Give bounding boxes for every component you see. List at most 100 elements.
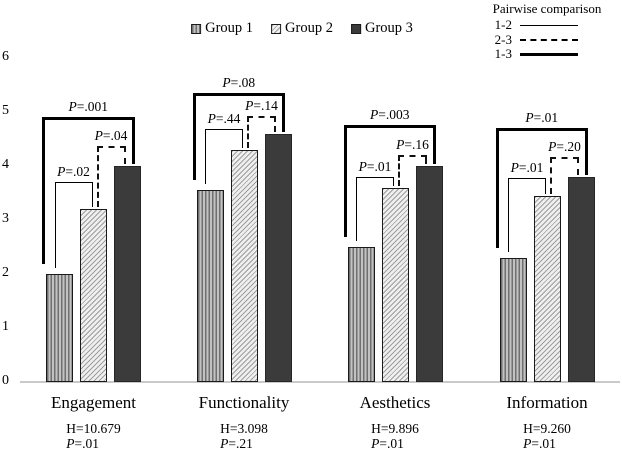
- bracket-engagement-1-2-left-leg: [54, 182, 56, 268]
- category-label-information: Information: [506, 393, 588, 412]
- group-legend: Group 1 Group 2 Group 3: [191, 20, 413, 37]
- legend-item-group-3: Group 3: [350, 20, 413, 37]
- bracket-engagement-1-3-right-leg: [131, 117, 135, 164]
- bracket-aesthetics-1-2-left-leg: [356, 176, 357, 241]
- y-axis-tick-label: 2: [2, 265, 9, 280]
- bracket-engagement-2-3-line: [96, 146, 126, 149]
- pairwise-comparison-legend: Pairwise comparison 1-2 2-3 1-3: [478, 1, 616, 62]
- bar-functionality-group-1: [196, 190, 224, 382]
- bracket-information-1-2-right-leg: [545, 177, 546, 194]
- bar-aesthetics-group-3: [415, 166, 443, 382]
- pairwise-legend-title: Pairwise comparison: [492, 1, 602, 16]
- legend-swatch-diagonal-hatch-icon: [271, 23, 282, 34]
- bracket-information-2-3-left-leg: [550, 156, 552, 194]
- bracket-engagement-1-3-left-leg: [42, 117, 45, 264]
- bracket-aesthetics-1-3-line: [343, 124, 436, 128]
- bracket-engagement-2-3-p-value: P=.04: [94, 128, 128, 144]
- pairwise-pair-label: 2-3: [494, 31, 512, 47]
- bracket-engagement-1-3-p-value: P=.001: [68, 99, 109, 115]
- pairwise-thin-solid-line-icon: [520, 24, 578, 26]
- legend-label: Group 3: [364, 20, 413, 36]
- y-axis-tick-label: 5: [2, 103, 9, 118]
- category-label-engagement: Engagement: [51, 393, 136, 412]
- legend-swatch-vertical-stripes-icon: [191, 23, 202, 34]
- y-axis-tick-label: 6: [2, 49, 9, 64]
- category-label-functionality: Functionality: [198, 393, 290, 412]
- legend-item-group-1: Group 1: [191, 20, 253, 37]
- bracket-engagement-1-2-line: [54, 182, 93, 184]
- pairwise-pair-label: 1-3: [494, 46, 512, 61]
- bracket-aesthetics-1-2-right-leg: [393, 176, 394, 186]
- category-stats-functionality: H=3.098 P=.21: [220, 421, 268, 451]
- x-axis-line: [20, 381, 620, 383]
- bracket-information-2-3-right-leg: [577, 156, 579, 175]
- bracket-functionality-1-2-p-value: P=.44: [207, 110, 241, 126]
- legend-swatch-solid-dark-icon: [350, 23, 361, 34]
- bracket-functionality-2-3-line: [247, 115, 276, 118]
- bracket-functionality-1-3-line: [192, 93, 285, 97]
- bracket-engagement-1-3-line: [42, 117, 135, 121]
- pairwise-dashed-line-icon: [520, 38, 578, 41]
- bracket-aesthetics-1-3-p-value: P=.003: [370, 106, 410, 122]
- bracket-aesthetics-1-3-right-leg: [433, 124, 436, 164]
- bracket-information-1-3-p-value: P=.01: [525, 110, 559, 126]
- legend-item-group-2: Group 2: [271, 20, 333, 37]
- pairwise-row-1-3: 1-3: [478, 46, 616, 61]
- h-statistic: H=3.098: [220, 421, 268, 436]
- h-statistic: H=10.679: [66, 421, 121, 436]
- bracket-information-2-3-p-value: P=.20: [548, 138, 581, 154]
- bar-engagement-group-1: [46, 274, 73, 382]
- y-axis-tick-label: 1: [2, 319, 9, 334]
- bar-information-group-2: [533, 195, 561, 382]
- category-stats-information: H=9.260 P=.01: [523, 421, 571, 451]
- pairwise-legend-rows: 1-2 2-3 1-3: [478, 17, 616, 61]
- p-statistic: P=.21: [220, 436, 253, 451]
- bar-engagement-group-2: [80, 209, 107, 382]
- bracket-functionality-1-3-p-value: P=.08: [222, 75, 256, 91]
- category-stats-engagement: H=10.679 P=.01: [66, 421, 121, 451]
- legend-label: Group 2: [285, 20, 333, 36]
- bracket-functionality-1-2-right-leg: [242, 128, 243, 148]
- bracket-functionality-2-3-p-value: P=.14: [245, 97, 278, 113]
- legend-label: Group 1: [205, 20, 254, 36]
- bracket-information-1-2-p-value: P=.01: [510, 159, 544, 175]
- p-statistic: P=.01: [371, 436, 404, 451]
- bracket-engagement-1-2-right-leg: [91, 182, 93, 208]
- h-statistic: H=9.896: [371, 421, 419, 436]
- bracket-functionality-2-3-left-leg: [247, 115, 249, 148]
- bracket-information-1-3-left-leg: [495, 128, 499, 248]
- bracket-aesthetics-2-3-right-leg: [425, 155, 427, 164]
- bracket-functionality-2-3-right-leg: [274, 115, 276, 132]
- pairwise-row-2-3: 2-3: [478, 31, 616, 47]
- bracket-aesthetics-2-3-p-value: P=.16: [396, 137, 429, 153]
- pairwise-row-1-2: 1-2: [478, 17, 616, 32]
- bracket-aesthetics-1-2-line: [356, 176, 394, 178]
- bar-information-group-1: [499, 257, 527, 382]
- bracket-engagement-2-3-left-leg: [96, 146, 99, 208]
- y-axis-tick-label: 3: [2, 211, 9, 226]
- y-axis-tick-label: 4: [2, 157, 9, 172]
- bracket-aesthetics-1-3-left-leg: [343, 124, 347, 237]
- bracket-engagement-1-2-p-value: P=.02: [57, 164, 90, 180]
- bracket-functionality-1-2-line: [205, 128, 243, 130]
- bracket-functionality-1-3-right-leg: [282, 93, 285, 132]
- bracket-information-1-3-right-leg: [585, 128, 588, 175]
- h-statistic: H=9.260: [523, 421, 571, 436]
- bracket-information-1-2-left-leg: [508, 177, 509, 252]
- bar-functionality-group-3: [264, 133, 292, 382]
- bracket-functionality-1-2-left-leg: [205, 128, 206, 185]
- bracket-information-1-3-line: [495, 128, 588, 132]
- bracket-aesthetics-2-3-left-leg: [398, 155, 400, 186]
- category-stats-aesthetics: H=9.896 P=.01: [371, 421, 419, 451]
- p-statistic: P=.01: [523, 436, 556, 451]
- bar-aesthetics-group-2: [381, 187, 409, 382]
- bracket-information-1-2-line: [508, 177, 546, 179]
- bar-functionality-group-2: [230, 149, 258, 382]
- category-label-aesthetics: Aesthetics: [359, 393, 431, 412]
- y-axis-tick-label: 0: [2, 373, 9, 388]
- bracket-information-2-3-line: [550, 156, 579, 159]
- bar-information-group-3: [567, 176, 595, 382]
- bracket-engagement-2-3-right-leg: [123, 146, 126, 164]
- bracket-aesthetics-2-3-line: [398, 155, 427, 158]
